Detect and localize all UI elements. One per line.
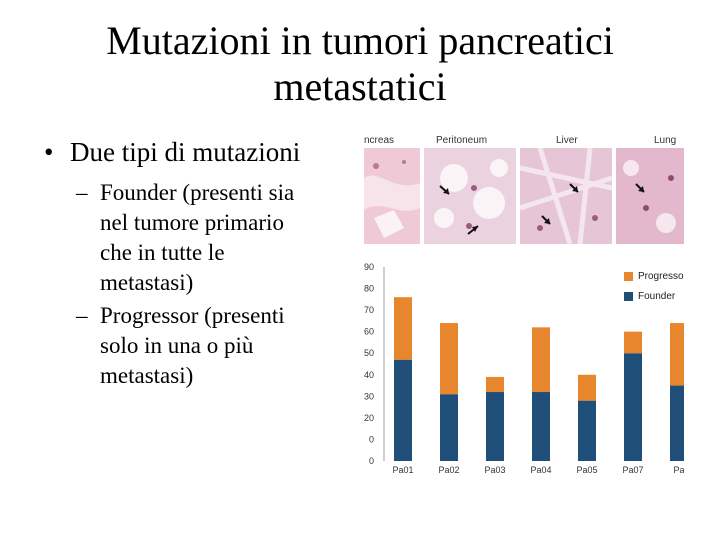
y-tick-label: 80 (364, 284, 374, 294)
sub-bullet-line: Founder (presenti sia (100, 180, 295, 205)
x-tick-label: Pa01 (392, 465, 413, 475)
histology-image-peritoneum (424, 148, 516, 244)
figure: ncreas Peritoneum Liver Lung 0 0 20 30 40 50 6… (362, 133, 684, 485)
y-tick-label: 20 (364, 413, 374, 423)
bullet-text: Due tipi di mutazioni (70, 137, 301, 167)
y-tick-label: 0 (369, 434, 374, 444)
histology-image-lung (616, 148, 684, 244)
x-tick-label: Pa02 (438, 465, 459, 475)
sub-bullet-line: metastasi) (100, 270, 194, 295)
panel-label-pancreas: ncreas (364, 135, 395, 146)
panel-label-peritoneum: Peritoneum (436, 135, 488, 146)
legend-item-founder: Founder (624, 291, 675, 302)
sub-bullet-dash: – (76, 180, 88, 205)
bar-founder-pa01 (394, 359, 412, 461)
legend-item-progressor: Progressor (624, 271, 684, 282)
slide-title: Mutazioni in tumori pancreatici metastat… (40, 18, 680, 110)
bar-founder-pa07 (624, 353, 642, 461)
y-tick-label: 30 (364, 391, 374, 401)
sub-bullet-founder: – Founder (presenti sia nel tumore prima… (40, 178, 360, 298)
y-tick-label: 50 (364, 348, 374, 358)
y-tick-label: 90 (364, 262, 374, 272)
bar-progressor-pa07 (624, 331, 642, 354)
y-tick-label: 70 (364, 305, 374, 315)
histology-image-liver (520, 148, 612, 244)
panel-label-liver: Liver (556, 135, 578, 146)
sub-bullet-line: Progressor (presenti (100, 303, 285, 328)
sub-bullet-line: che in tutte le (100, 240, 225, 265)
y-tick-label: 60 (364, 327, 374, 337)
y-tick-label: 40 (364, 370, 374, 380)
bar-founder-pa03 (486, 392, 504, 461)
sub-bullet-line: metastasi) (100, 363, 194, 388)
title-line-2: metastatici (273, 64, 447, 109)
x-tick-label: Pa07 (622, 465, 643, 475)
stacked-bar-chart: 0 0 20 30 40 50 60 70 80 90 Pa01 Pa02 Pa03 Pa04 Pa05 Pa… (364, 262, 684, 475)
bar-founder-pa04 (532, 392, 550, 461)
y-tick-label: 0 (369, 456, 374, 466)
x-tick-label: Pa03 (484, 465, 505, 475)
bar-founder-pa (670, 385, 684, 461)
x-tick-label: Pa04 (530, 465, 551, 475)
sub-bullet-progressor: – Progressor (presenti solo in una o più… (40, 301, 360, 391)
title-line-1: Mutazioni in tumori pancreatici (106, 18, 614, 63)
histology-image-pancreas (364, 148, 420, 244)
bar-founder-pa05 (578, 400, 596, 461)
bullet-item: • Due tipi di mutazioni (40, 136, 360, 168)
sub-bullet-line: nel tumore primario (100, 210, 284, 235)
bullet-dot: • (44, 137, 54, 167)
bar-progressor-pa05 (578, 374, 596, 401)
bar-progressor-pa03 (486, 376, 504, 393)
bar-progressor-pa04 (532, 327, 550, 393)
bar-progressor-pa02 (440, 323, 458, 395)
legend-label-founder: Founder (638, 291, 676, 302)
panel-label-lung: Lung (654, 135, 677, 146)
legend-swatch-founder (624, 291, 633, 301)
sub-bullet-dash: – (76, 303, 88, 328)
bullet-list: • Due tipi di mutazioni – Founder (prese… (40, 136, 360, 391)
legend-label-progressor: Progressor (638, 271, 684, 282)
bar-progressor-pa01 (394, 297, 412, 360)
x-tick-label: Pa (673, 465, 684, 475)
legend-swatch-progressor (624, 271, 633, 281)
bar-founder-pa02 (440, 394, 458, 461)
bar-progressor-pa (670, 323, 684, 386)
sub-bullet-line: solo in una o più (100, 333, 254, 358)
x-tick-label: Pa05 (576, 465, 597, 475)
